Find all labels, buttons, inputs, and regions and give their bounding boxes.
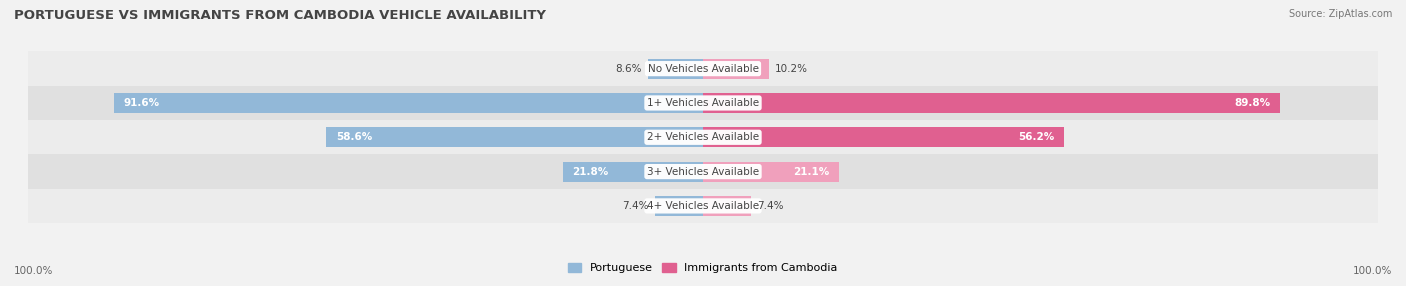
Bar (114, 93, 703, 113)
Bar (0, 120, 1406, 154)
Text: 21.1%: 21.1% (793, 167, 830, 176)
Bar (648, 59, 703, 79)
Text: 4+ Vehicles Available: 4+ Vehicles Available (647, 201, 759, 211)
Bar (703, 196, 751, 216)
Text: 56.2%: 56.2% (1018, 132, 1054, 142)
Text: No Vehicles Available: No Vehicles Available (648, 64, 758, 74)
Text: 1+ Vehicles Available: 1+ Vehicles Available (647, 98, 759, 108)
Text: 7.4%: 7.4% (623, 201, 650, 211)
Bar (326, 127, 703, 147)
Text: PORTUGUESE VS IMMIGRANTS FROM CAMBODIA VEHICLE AVAILABILITY: PORTUGUESE VS IMMIGRANTS FROM CAMBODIA V… (14, 9, 546, 21)
Text: 89.8%: 89.8% (1234, 98, 1271, 108)
Legend: Portuguese, Immigrants from Cambodia: Portuguese, Immigrants from Cambodia (564, 258, 842, 278)
Bar (0, 86, 1406, 120)
Bar (0, 51, 1406, 86)
Bar (703, 93, 1281, 113)
Text: 8.6%: 8.6% (614, 64, 641, 74)
Bar (0, 154, 1406, 189)
Text: 10.2%: 10.2% (775, 64, 808, 74)
Text: 2+ Vehicles Available: 2+ Vehicles Available (647, 132, 759, 142)
Text: 21.8%: 21.8% (572, 167, 609, 176)
Bar (562, 162, 703, 182)
Bar (703, 59, 769, 79)
Text: Source: ZipAtlas.com: Source: ZipAtlas.com (1288, 9, 1392, 19)
Bar (703, 127, 1064, 147)
Bar (703, 162, 838, 182)
Text: 91.6%: 91.6% (124, 98, 160, 108)
Text: 58.6%: 58.6% (336, 132, 373, 142)
Bar (0, 189, 1406, 223)
Text: 100.0%: 100.0% (1353, 266, 1392, 276)
Text: 3+ Vehicles Available: 3+ Vehicles Available (647, 167, 759, 176)
Bar (655, 196, 703, 216)
Text: 100.0%: 100.0% (14, 266, 53, 276)
Text: 7.4%: 7.4% (756, 201, 783, 211)
